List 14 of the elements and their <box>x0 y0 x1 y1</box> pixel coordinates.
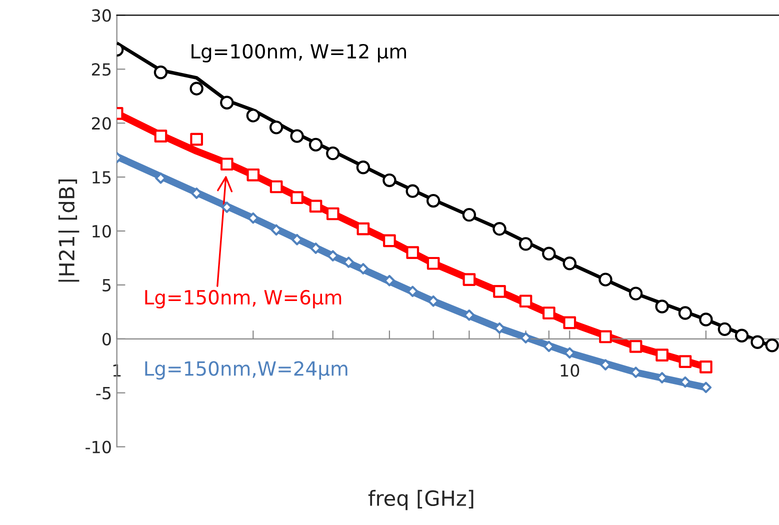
text: Lg=150nm,W=24μm <box>145 361 348 380</box>
y-tick-label: 0 <box>102 332 111 346</box>
text: Lg=150nm, W=6μm <box>145 290 342 308</box>
y-tick-label: 5 <box>102 279 111 292</box>
y-axis-title: |H21| [dB] <box>58 179 80 282</box>
y-tick-label: 10 <box>92 224 111 238</box>
y-tick-label: 20 <box>92 117 111 130</box>
series-label: Lg=100nm, W=12 μm <box>192 44 406 62</box>
y-tick-label: -5 <box>96 387 111 400</box>
y-tick-label: 15 <box>92 171 111 184</box>
x-axis-title: freq [GHz] <box>368 490 474 510</box>
y-tick-label: 25 <box>92 63 111 76</box>
y-tick-label: 30 <box>92 9 111 22</box>
y-tick-label: -10 <box>86 440 111 454</box>
